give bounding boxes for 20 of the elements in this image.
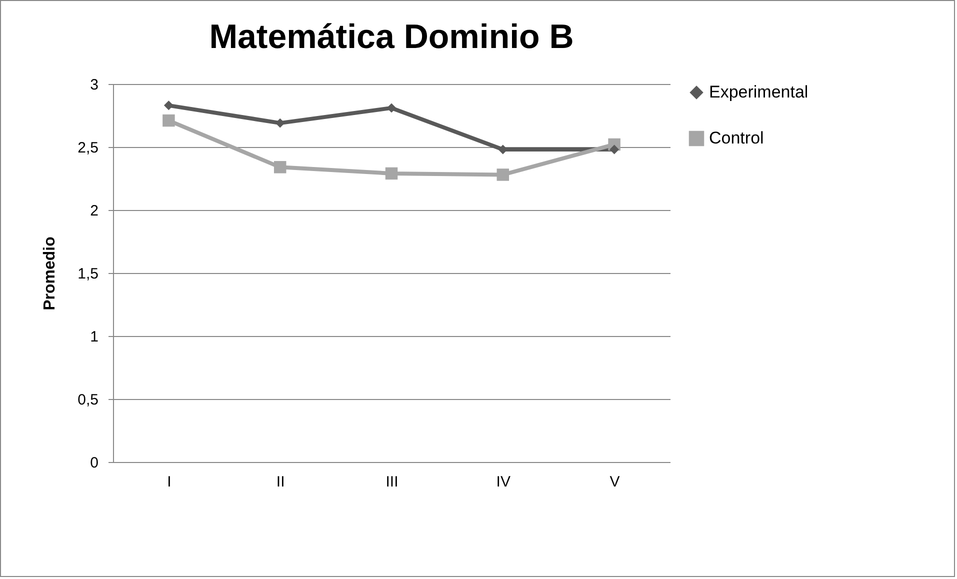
y-tick-label: 0	[90, 454, 98, 472]
y-tick-label: 1	[90, 328, 98, 346]
y-tick-label: 2	[90, 202, 98, 220]
y-tick-label: 0,5	[78, 392, 98, 408]
point	[274, 161, 286, 174]
x-tick-label: II	[276, 474, 285, 490]
x-tick-label: I	[167, 474, 172, 490]
chart-title: Matemática Dominio B	[209, 18, 574, 56]
y-tick-label: 2,5	[78, 140, 98, 156]
x-tick-label: IV	[496, 474, 510, 490]
x-tick-label: III	[386, 474, 398, 490]
legend-label: Experimental	[709, 82, 808, 102]
point	[496, 168, 510, 181]
x-tick-label: V	[610, 474, 620, 490]
y-tick-label: 3	[90, 76, 98, 94]
point	[385, 167, 398, 180]
point	[162, 114, 175, 127]
y-axis-title: Promedio	[42, 236, 59, 310]
y-tick-label: 1,5	[78, 266, 98, 282]
legend-label: Control	[709, 128, 764, 148]
